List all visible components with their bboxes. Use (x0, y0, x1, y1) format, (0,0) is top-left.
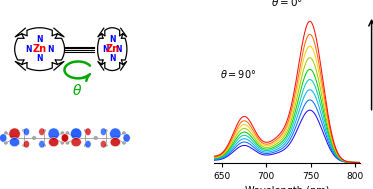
Ellipse shape (70, 128, 82, 140)
Ellipse shape (0, 134, 7, 142)
Circle shape (122, 132, 126, 134)
Circle shape (61, 132, 64, 134)
Circle shape (43, 129, 46, 132)
Circle shape (4, 142, 7, 144)
Circle shape (22, 144, 25, 146)
Ellipse shape (39, 140, 45, 148)
Ellipse shape (23, 128, 29, 136)
Circle shape (4, 132, 7, 134)
Circle shape (122, 142, 126, 144)
Text: $\theta$: $\theta$ (72, 83, 82, 98)
Ellipse shape (48, 138, 59, 147)
Text: Zn: Zn (32, 44, 47, 54)
Circle shape (22, 129, 25, 132)
Ellipse shape (100, 128, 107, 136)
Text: N: N (109, 35, 116, 44)
Circle shape (51, 136, 56, 140)
Circle shape (32, 136, 36, 139)
Ellipse shape (9, 128, 20, 140)
Text: $\theta = 0°$: $\theta = 0°$ (271, 0, 303, 8)
Circle shape (12, 136, 17, 140)
Circle shape (61, 142, 64, 144)
Text: N: N (103, 45, 109, 54)
Text: N: N (109, 54, 116, 63)
Ellipse shape (39, 128, 45, 136)
Ellipse shape (62, 134, 69, 142)
Text: N: N (36, 35, 43, 44)
Ellipse shape (61, 134, 68, 142)
Ellipse shape (71, 138, 81, 147)
Ellipse shape (110, 138, 120, 147)
Circle shape (84, 144, 87, 146)
X-axis label: Wavelength (nm): Wavelength (nm) (245, 186, 329, 189)
Text: N: N (36, 54, 43, 63)
Ellipse shape (100, 140, 107, 148)
Text: $\theta = 90°$: $\theta = 90°$ (220, 68, 257, 80)
Text: N: N (115, 45, 122, 54)
Ellipse shape (48, 128, 59, 140)
Text: Zn: Zn (105, 44, 119, 54)
Circle shape (105, 144, 107, 146)
Ellipse shape (123, 134, 130, 142)
Ellipse shape (23, 140, 29, 148)
Circle shape (84, 129, 87, 132)
Circle shape (43, 144, 46, 146)
Ellipse shape (9, 138, 20, 147)
Circle shape (105, 129, 107, 132)
Circle shape (94, 136, 97, 139)
Text: N: N (26, 45, 32, 54)
Ellipse shape (85, 140, 91, 148)
Circle shape (74, 136, 78, 140)
Ellipse shape (85, 128, 91, 136)
Ellipse shape (110, 128, 121, 140)
Text: N: N (47, 45, 54, 54)
Circle shape (66, 142, 69, 144)
Circle shape (66, 132, 69, 134)
Circle shape (113, 136, 117, 140)
